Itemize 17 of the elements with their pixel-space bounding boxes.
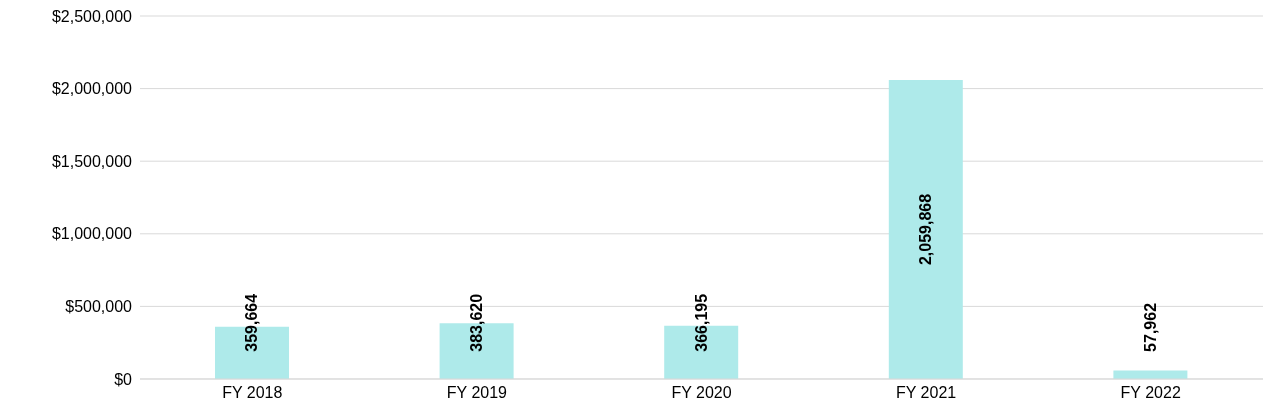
y-tick-label: $0 [114, 370, 133, 388]
x-tick-label: FY 2021 [896, 384, 957, 402]
x-tick-label: FY 2022 [1120, 384, 1181, 402]
y-tick-label: $1,000,000 [51, 225, 133, 243]
y-tick-label: $2,000,000 [51, 80, 133, 98]
x-tick-label: FY 2019 [446, 384, 508, 402]
y-tick-label: $1,500,000 [51, 152, 133, 170]
data-label: 2,059,868 [917, 193, 935, 266]
data-label: 57,962 [1141, 302, 1159, 352]
y-tick-label: $2,500,000 [51, 7, 133, 25]
data-label: 383,620 [468, 293, 486, 352]
x-tick-label: FY 2018 [222, 384, 283, 402]
data-label: 359,664 [243, 293, 261, 352]
x-tick-label: FY 2020 [671, 384, 732, 402]
bar [888, 79, 963, 379]
data-label: 366,195 [692, 293, 710, 352]
y-tick-label: $500,000 [65, 298, 133, 316]
